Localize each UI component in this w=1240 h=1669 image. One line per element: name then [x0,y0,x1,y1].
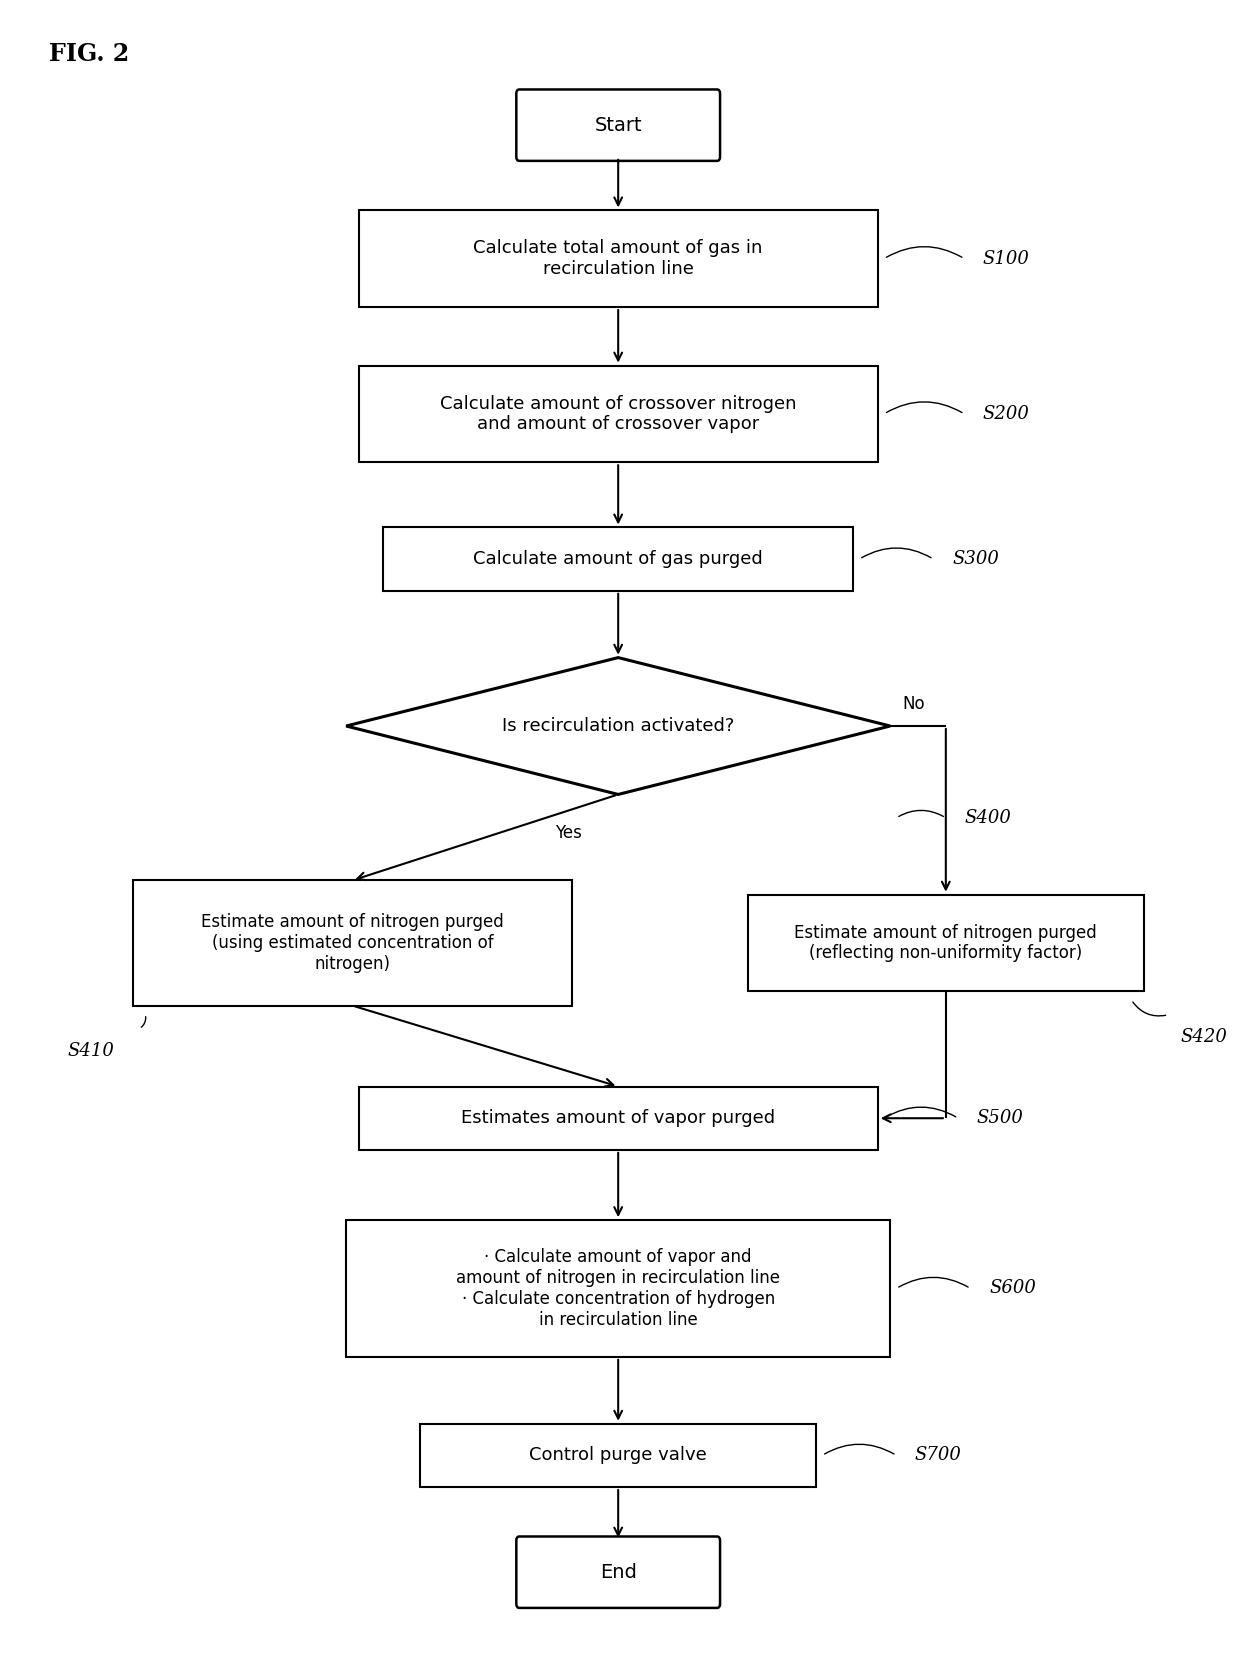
Text: Calculate amount of crossover nitrogen
and amount of crossover vapor: Calculate amount of crossover nitrogen a… [440,394,796,434]
Text: S100: S100 [983,250,1029,267]
Text: No: No [903,694,925,713]
Text: S300: S300 [952,551,999,567]
Bar [420,1424,816,1487]
Bar [383,527,853,591]
Text: S400: S400 [965,809,1012,826]
Text: Yes: Yes [556,824,582,843]
Text: Start: Start [594,115,642,135]
Text: Estimate amount of nitrogen purged
(using estimated concentration of
nitrogen): Estimate amount of nitrogen purged (usin… [201,913,503,973]
Polygon shape [346,658,890,794]
Text: Control purge valve: Control purge valve [529,1447,707,1464]
Bar [346,1220,890,1357]
Text: Is recirculation activated?: Is recirculation activated? [502,718,734,734]
Text: S500: S500 [977,1110,1023,1127]
FancyBboxPatch shape [516,1537,720,1607]
Text: · Calculate amount of vapor and
amount of nitrogen in recirculation line
· Calcu: · Calculate amount of vapor and amount o… [456,1248,780,1329]
Bar [358,210,878,307]
Text: Estimate amount of nitrogen purged
(reflecting non-uniformity factor): Estimate amount of nitrogen purged (refl… [795,923,1097,963]
Text: S410: S410 [67,1041,114,1060]
Text: S600: S600 [990,1280,1035,1297]
Bar [358,1087,878,1150]
FancyBboxPatch shape [516,90,720,160]
Bar [133,881,572,1005]
Text: S200: S200 [983,406,1029,422]
Text: S700: S700 [915,1447,962,1464]
Text: S420: S420 [1180,1028,1228,1046]
Bar [748,895,1143,991]
Bar [358,366,878,462]
Text: Calculate total amount of gas in
recirculation line: Calculate total amount of gas in recircu… [474,239,763,279]
Text: Estimates amount of vapor purged: Estimates amount of vapor purged [461,1110,775,1127]
Text: FIG. 2: FIG. 2 [50,42,130,65]
Text: End: End [600,1562,636,1582]
Text: Calculate amount of gas purged: Calculate amount of gas purged [474,551,763,567]
